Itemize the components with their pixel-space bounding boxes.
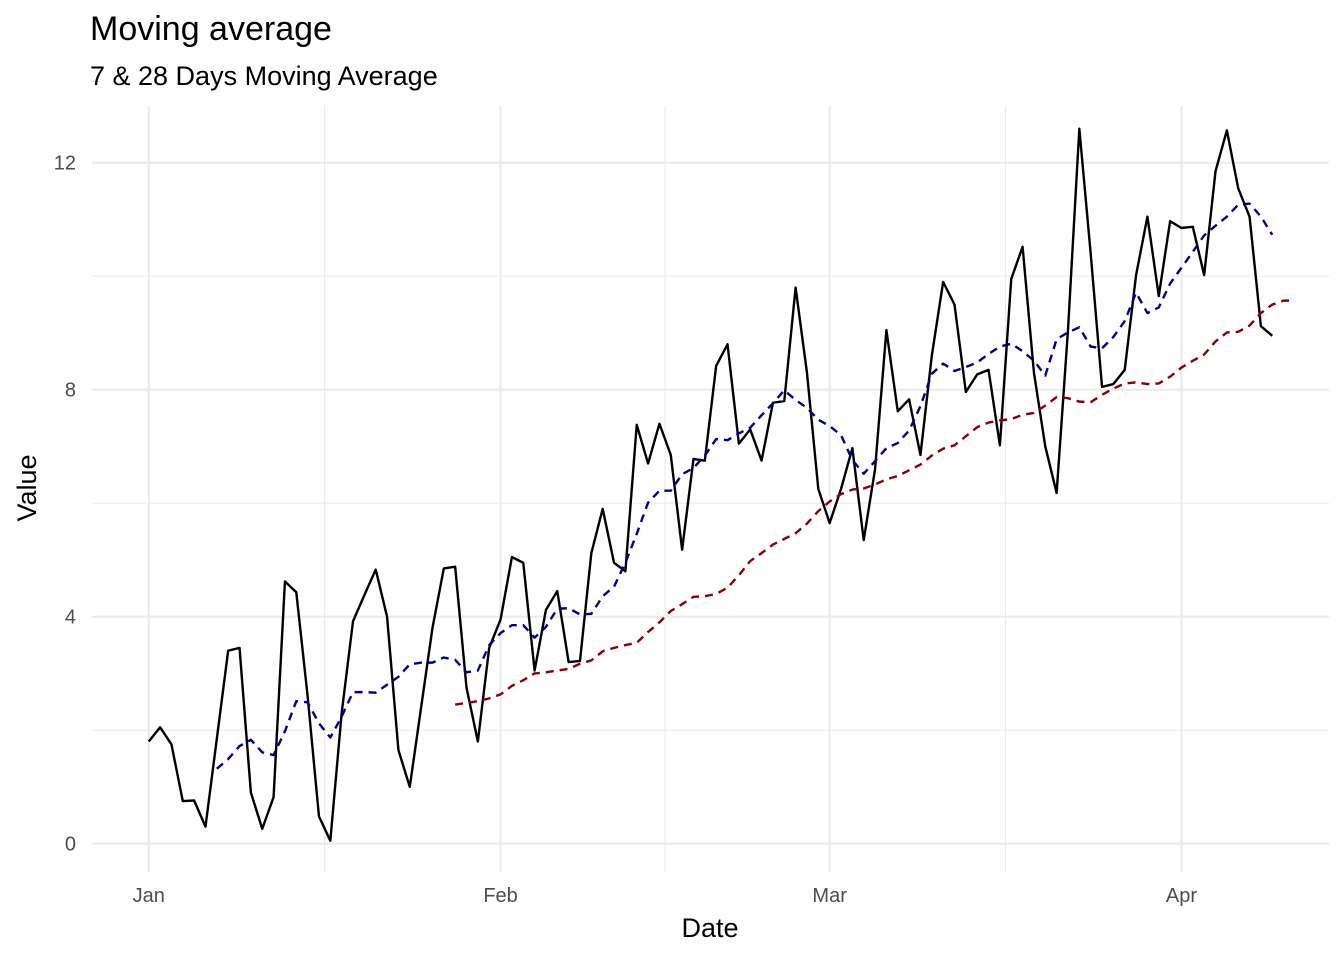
grid-lines bbox=[92, 106, 1329, 872]
series-lines bbox=[147, 127, 1295, 842]
chart-title: Moving average bbox=[90, 10, 332, 48]
series-line-raw bbox=[147, 127, 1274, 842]
y-tick-label: 4 bbox=[65, 607, 76, 629]
x-axis-title: Date bbox=[681, 913, 738, 943]
x-tick-label: Apr bbox=[1166, 885, 1197, 907]
y-tick-label: 0 bbox=[65, 834, 76, 856]
chart-subtitle: 7 & 28 Days Moving Average bbox=[90, 61, 438, 91]
tick-labels: 0 4 8 12 Jan Feb Mar Apr bbox=[54, 153, 1198, 907]
y-axis-title: Value bbox=[12, 454, 42, 521]
x-tick-label: Feb bbox=[483, 885, 517, 907]
y-tick-label: 12 bbox=[54, 153, 76, 175]
y-tick-label: 8 bbox=[65, 380, 76, 402]
x-tick-label: Jan bbox=[133, 885, 165, 907]
series-line-ma7 bbox=[216, 202, 1274, 770]
x-tick-label: Mar bbox=[812, 885, 847, 907]
